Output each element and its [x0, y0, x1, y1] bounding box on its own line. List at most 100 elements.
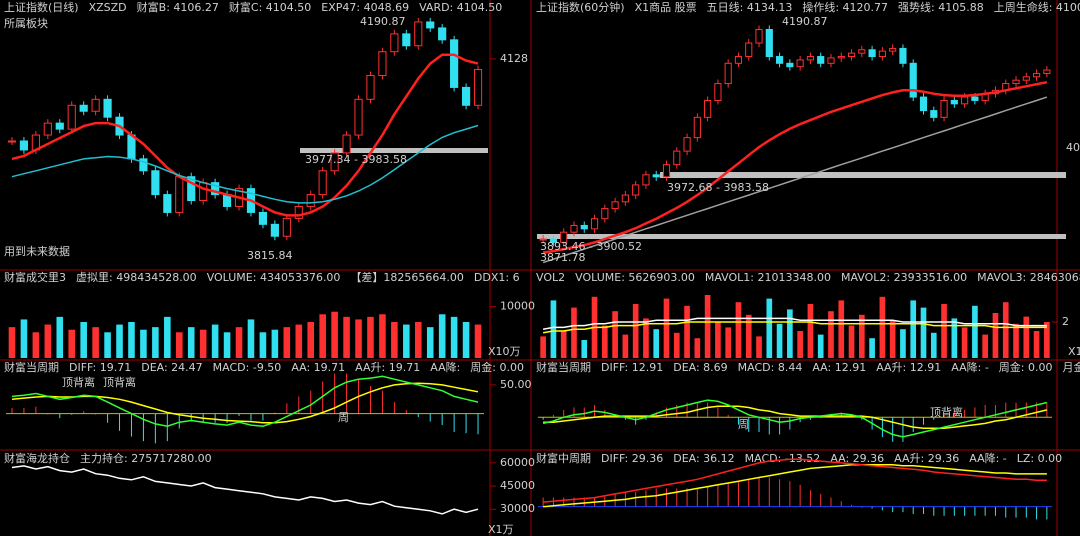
y-tick-label: 50.00 [500, 378, 532, 391]
macd-bar [974, 407, 976, 418]
volume-bar [379, 314, 386, 358]
volume-bar [223, 332, 231, 358]
macd-bar [984, 405, 986, 418]
macd-bar [59, 413, 61, 419]
candle [909, 62, 917, 98]
volume-bar [199, 329, 207, 358]
candle [414, 21, 423, 47]
header-item: DEA: 24.47 [141, 361, 202, 374]
volume-bar [414, 322, 422, 358]
candle [868, 49, 876, 58]
macd-bar [542, 417, 544, 420]
candle [827, 57, 835, 64]
header-item: AA降: [430, 360, 460, 374]
indicator-line [543, 458, 1047, 503]
macd-bar [429, 413, 431, 422]
macd-bar [820, 493, 822, 507]
candle [961, 96, 969, 105]
annotation: 顶背离 [930, 405, 963, 419]
candle [560, 231, 568, 243]
volume-bar [787, 309, 793, 358]
candle [734, 56, 743, 64]
macd-bar [881, 417, 883, 437]
volume-bar [951, 318, 958, 358]
macd-bar [964, 409, 966, 418]
header-item: DIFF: 12.91 [601, 361, 663, 374]
candle [1043, 69, 1051, 74]
volume-bar [540, 336, 546, 358]
candle [796, 59, 804, 68]
volume-bar [1044, 322, 1050, 358]
candle [899, 47, 907, 64]
y-tick-label: 10000 [500, 300, 535, 313]
macd-bar [635, 417, 637, 425]
macd-bar [214, 413, 216, 423]
y-tick-label: 60000 [500, 456, 535, 469]
macd-bar [933, 506, 935, 516]
volume-bar [869, 338, 875, 358]
volume-bar [343, 316, 350, 358]
header-item: AA升: 29.36 [894, 452, 959, 465]
candle [930, 110, 938, 118]
candle [1032, 72, 1041, 78]
macd-bar [707, 486, 709, 507]
indicator-line [11, 124, 479, 204]
candle [724, 62, 732, 85]
indicator-line [542, 317, 1047, 330]
macd-bar [994, 405, 996, 418]
candle [601, 208, 609, 220]
candle [940, 99, 948, 118]
macd-bar [676, 488, 678, 507]
volume-bar [247, 319, 255, 358]
header-item: 主力持仓: 275717280.00 [80, 451, 212, 465]
candle [950, 99, 958, 105]
volume-bar [164, 316, 171, 358]
header-item: AA: 29.36 [830, 452, 884, 465]
volume-bar [462, 322, 470, 358]
macd-bar [737, 481, 739, 507]
indicator-line [542, 399, 1048, 438]
macd-bar [552, 414, 554, 418]
macd-bar [727, 482, 729, 507]
volume-bar [283, 327, 291, 358]
annotation: X1 [1068, 345, 1080, 358]
header-item: 【差】182565664.00 [350, 270, 463, 284]
macd-bar [861, 417, 863, 420]
volume-bar [879, 296, 886, 358]
macd-bar [71, 413, 73, 415]
macd-bar [779, 479, 781, 507]
volume-bar [438, 314, 446, 358]
volume-bar [961, 327, 968, 358]
candle [786, 62, 794, 68]
candle [151, 170, 160, 196]
annotation: 周 [738, 418, 749, 431]
macd-bar [923, 417, 924, 425]
macd-bar [984, 506, 986, 516]
candle [127, 134, 136, 160]
header-item: DIFF: 29.36 [601, 452, 663, 465]
volume-bar [817, 334, 824, 358]
candle [837, 56, 845, 59]
annotation: 3893.46 - 3900.52 [540, 240, 642, 253]
macd-bar [1005, 506, 1007, 518]
header-item: 操作线: 4120.77 [802, 0, 888, 14]
candle [662, 164, 671, 178]
volume-bar [1023, 316, 1030, 358]
candle [294, 205, 303, 219]
volume-bar [745, 314, 752, 358]
macd-bar [768, 417, 770, 435]
macd-bar [779, 417, 781, 435]
macd-bar [686, 488, 688, 507]
candle [775, 56, 784, 64]
candle [549, 238, 558, 243]
macd-bar [381, 390, 383, 414]
y-tick-label: 2 [1062, 315, 1069, 328]
header-item: 周金: 0.00 [999, 360, 1053, 374]
candle [611, 201, 619, 210]
macd-bar [912, 417, 914, 433]
macd-bar [453, 413, 455, 432]
candle [745, 42, 753, 58]
volume-bar [140, 329, 147, 358]
